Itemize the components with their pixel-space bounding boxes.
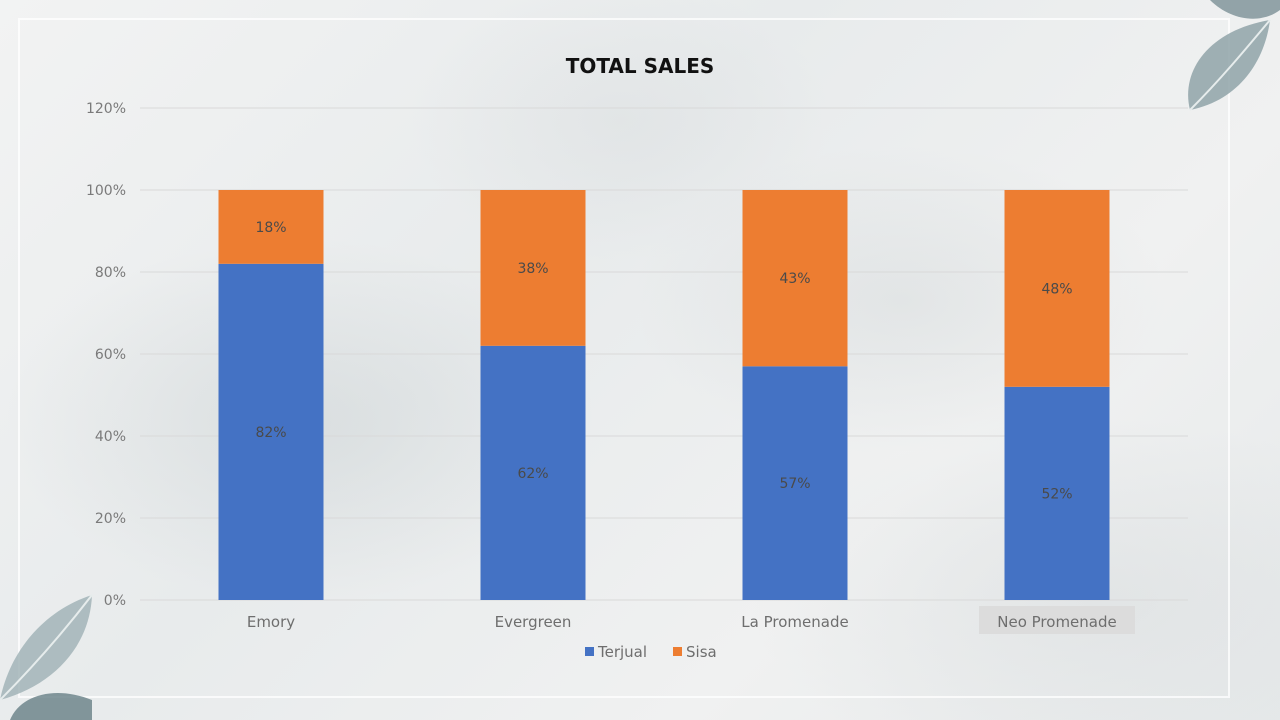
y-axis-tick-labels: 0% 20% 40% 60% 80% 100% 120% [86, 101, 126, 609]
leaf-decoration-bottom-left-icon [0, 594, 93, 720]
legend-swatch-sisa [673, 647, 682, 656]
y-tick-label: 20% [95, 511, 126, 527]
data-labels: 82% 18% 62% 38% 57% 43% 52% 48% [255, 220, 1072, 503]
data-label: 38% [517, 261, 548, 277]
chart-title: TOTAL SALES [566, 54, 715, 78]
bar-sisa-emory [218, 190, 324, 264]
y-tick-label: 60% [95, 347, 126, 363]
y-tick-label: 120% [86, 101, 126, 117]
category-label: La Promenade [741, 613, 848, 631]
category-label: Neo Promenade [997, 613, 1116, 631]
data-label: 43% [779, 271, 810, 287]
leaf-decoration-top-right-icon [1188, 0, 1280, 111]
legend-label-terjual: Terjual [597, 643, 647, 661]
bar-terjual-emory [218, 263, 324, 600]
data-label: 48% [1041, 281, 1072, 297]
y-tick-label: 40% [95, 429, 126, 445]
bar-sisa-neo-promenade [1004, 190, 1110, 387]
category-label: Evergreen [495, 613, 572, 631]
bar-terjual-neo-promenade [1004, 386, 1110, 600]
data-label: 52% [1041, 486, 1072, 502]
category-highlight-box [979, 606, 1135, 634]
legend-label-sisa: Sisa [686, 643, 717, 661]
y-tick-label: 100% [86, 183, 126, 199]
bar-terjual-evergreen [480, 345, 586, 600]
legend: Terjual Sisa [585, 643, 717, 661]
category-labels: Emory Evergreen La Promenade Neo Promenade [247, 606, 1135, 634]
legend-swatch-terjual [585, 647, 594, 656]
data-label: 57% [779, 476, 810, 492]
bars [218, 190, 1110, 600]
bar-terjual-la-promenade [742, 366, 848, 600]
y-tick-label: 0% [104, 593, 126, 609]
data-label: 62% [517, 466, 548, 482]
bar-sisa-evergreen [480, 190, 586, 346]
data-label: 82% [255, 425, 286, 441]
y-tick-label: 80% [95, 265, 126, 281]
category-label: Emory [247, 613, 295, 631]
bar-sisa-la-promenade [742, 190, 848, 367]
data-label: 18% [255, 220, 286, 236]
